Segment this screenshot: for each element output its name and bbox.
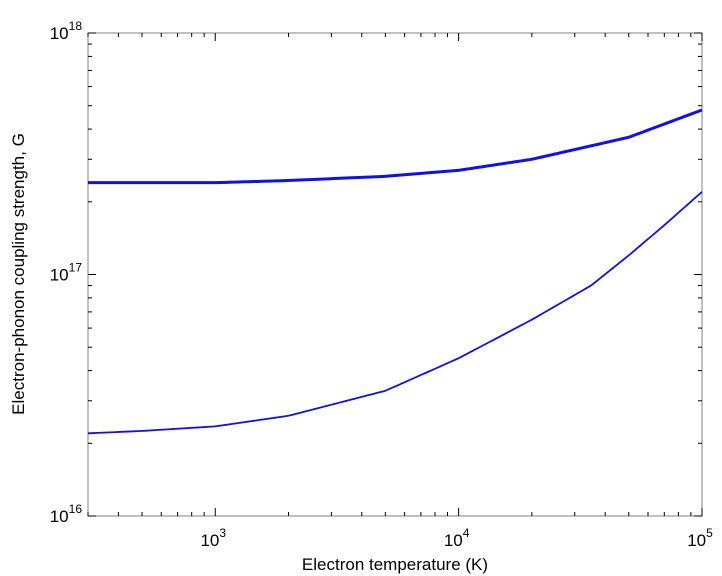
x-tick-label: 104	[444, 526, 470, 550]
x-axis-label: Electron temperature (K)	[302, 555, 488, 574]
series-layer	[87, 108, 703, 435]
tick-labels: 103 104 105 1016 1017 1018	[50, 19, 713, 550]
major-ticks	[88, 32, 703, 517]
y-axis-label: Electron-phonon coupling strength, G	[9, 133, 28, 415]
y-tick-label: 1016	[50, 502, 83, 526]
x-tick-label: 103	[200, 526, 226, 550]
plot-area	[87, 32, 703, 517]
y-tick-label: 1017	[50, 261, 83, 285]
x-tick-label: 105	[687, 526, 713, 550]
series-line-1	[88, 108, 703, 185]
minor-ticks	[87, 33, 702, 516]
y-tick-label: 1018	[50, 19, 83, 43]
series-line-2	[87, 191, 703, 435]
